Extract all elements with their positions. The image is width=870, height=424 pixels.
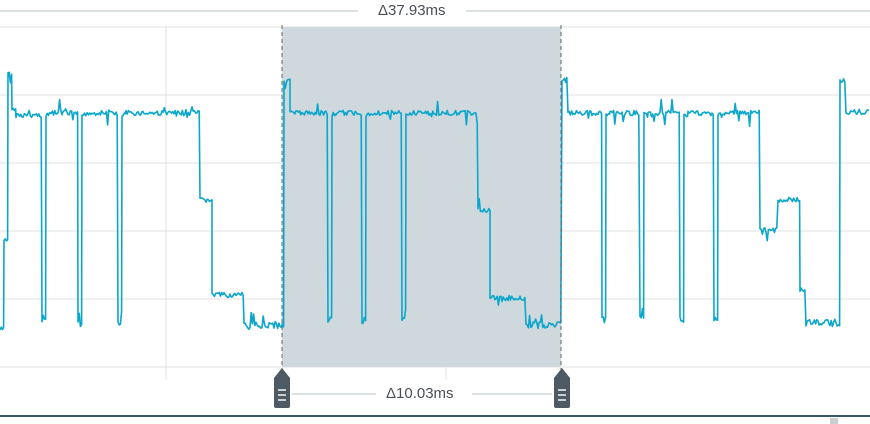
cursor-handle-left[interactable] xyxy=(272,368,292,408)
cursor-delta-interval: Δ10.03ms xyxy=(376,384,464,404)
cursor-handle-icon xyxy=(272,368,292,408)
signal-trace xyxy=(0,71,870,331)
cursor-handle-right[interactable] xyxy=(552,368,572,408)
timeline-rule xyxy=(0,415,870,417)
cursor-handle-icon xyxy=(552,368,572,408)
cursor-delta-total: Δ37.93ms xyxy=(368,1,456,21)
measure-lines xyxy=(0,10,870,395)
selected-region[interactable] xyxy=(282,27,561,367)
scroll-marker xyxy=(830,418,838,424)
